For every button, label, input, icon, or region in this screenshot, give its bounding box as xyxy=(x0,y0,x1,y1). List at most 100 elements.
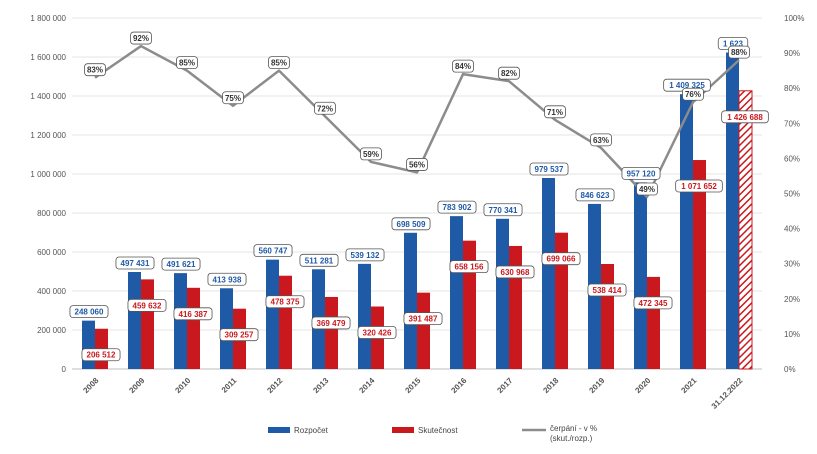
label-budget-text: 491 621 xyxy=(167,260,196,269)
label-ratio: 49% xyxy=(636,182,658,196)
x-tick-label: 2017 xyxy=(495,376,514,395)
label-ratio: 92% xyxy=(130,31,152,45)
label-budget-text: 248 060 xyxy=(75,308,104,317)
bar-budget xyxy=(634,182,647,369)
label-ratio: 85% xyxy=(268,56,290,70)
x-tick-label: 2013 xyxy=(311,376,330,395)
label-ratio-text: 76% xyxy=(685,90,701,99)
label-actual-box xyxy=(81,348,121,362)
y-right-tick-label: 50% xyxy=(784,190,800,199)
label-ratio: 63% xyxy=(590,133,612,147)
label-ratio-box xyxy=(544,105,566,119)
label-actual-box xyxy=(219,328,259,342)
y-left-tick-label: 1 800 000 xyxy=(30,14,66,23)
label-actual-text: 309 257 xyxy=(225,331,254,340)
label-budget-text: 957 120 xyxy=(627,169,656,178)
label-budget: 248 060 xyxy=(69,305,109,319)
label-budget: 539 132 xyxy=(345,248,385,262)
bar-actual xyxy=(509,245,522,369)
label-actual-text: 472 345 xyxy=(639,299,668,308)
right-axis-ticks: 0% 10% 20% 30% 40% 50% 60% 70% 80% 90% 100% xyxy=(784,14,804,374)
label-actual-text: 391 487 xyxy=(409,315,438,324)
label-actual: 472 345 xyxy=(633,296,673,310)
x-tick-label: 2009 xyxy=(127,376,146,395)
y-left-tick-label: 1 200 000 xyxy=(30,131,66,140)
label-actual: 1 071 652 xyxy=(675,179,723,193)
label-budget: 497 431 xyxy=(115,256,155,270)
label-actual-text: 206 512 xyxy=(87,351,116,360)
y-right-tick-label: 20% xyxy=(784,295,800,304)
y-left-tick-label: 1 000 000 xyxy=(30,170,66,179)
y-right-tick-label: 60% xyxy=(784,154,800,163)
label-actual-box xyxy=(449,260,489,274)
bar-actual xyxy=(693,160,706,369)
y-left-tick-label: 800 000 xyxy=(37,209,66,218)
label-actual-text: 538 414 xyxy=(593,286,622,295)
label-actual: 630 968 xyxy=(495,265,535,279)
label-budget-box xyxy=(391,217,431,231)
legend-swatch-budget xyxy=(268,427,290,433)
bar-actual xyxy=(601,264,614,369)
label-actual: 416 387 xyxy=(173,307,213,321)
label-budget-box xyxy=(345,248,385,262)
label-actual-box xyxy=(127,298,167,312)
label-ratio: 59% xyxy=(360,147,382,161)
label-actual-text: 320 426 xyxy=(363,329,392,338)
data-labels: 248 060 206 512 83% 497 431 459 632 92% 491 62… xyxy=(69,31,769,362)
label-ratio-text: 72% xyxy=(317,104,333,113)
label-budget-text: 1 623 xyxy=(723,40,744,49)
label-budget-text: 539 132 xyxy=(351,251,380,260)
legend-label-ratio-sub: (skut./rozp.) xyxy=(550,434,593,443)
label-ratio-text: 88% xyxy=(731,48,747,57)
bar-actual xyxy=(738,90,753,370)
bar-budget xyxy=(726,52,739,369)
label-budget: 957 120 xyxy=(621,166,661,180)
label-actual: 658 156 xyxy=(449,260,489,274)
label-ratio-box xyxy=(130,31,152,45)
label-ratio-text: 85% xyxy=(179,59,195,68)
label-ratio-text: 82% xyxy=(501,69,517,78)
left-axis-ticks: 0 200 000 400 000 600 000 800 000 1 000 000 1 … xyxy=(30,14,66,374)
label-budget-text: 497 431 xyxy=(121,259,150,268)
label-actual: 538 414 xyxy=(587,283,627,297)
x-tick-label: 2010 xyxy=(173,376,192,395)
label-ratio: 71% xyxy=(544,105,566,119)
label-ratio-box xyxy=(360,147,382,161)
legend-swatch-actual xyxy=(392,427,414,433)
x-tick-label: 2021 xyxy=(679,376,698,395)
label-ratio-box xyxy=(222,91,244,105)
label-ratio-text: 71% xyxy=(547,108,563,117)
label-budget-box xyxy=(575,188,615,202)
label-ratio-text: 83% xyxy=(87,66,103,75)
label-ratio-box xyxy=(498,66,520,80)
label-ratio-box xyxy=(636,182,658,196)
label-actual-text: 369 479 xyxy=(317,319,346,328)
x-tick-label: 2012 xyxy=(265,376,284,395)
label-ratio-box xyxy=(84,63,106,77)
label-budget-box xyxy=(299,253,339,267)
label-ratio-box xyxy=(268,56,290,70)
x-tick-label: 2019 xyxy=(587,376,606,395)
label-actual-box xyxy=(633,296,673,310)
bar-actual xyxy=(325,296,338,369)
y-right-tick-label: 0% xyxy=(784,365,796,374)
label-budget-text: 511 281 xyxy=(305,256,334,265)
y-left-tick-label: 600 000 xyxy=(37,248,66,257)
legend-label-actual: Skutečnost xyxy=(418,426,458,435)
bar-budget xyxy=(174,273,187,369)
label-budget-box xyxy=(621,166,661,180)
label-budget-box xyxy=(161,257,201,271)
label-budget-text: 698 509 xyxy=(397,220,426,229)
ratio-line xyxy=(94,44,740,199)
bar-budget xyxy=(404,232,417,369)
legend-label-budget: Rozpočet xyxy=(294,426,329,435)
label-budget-box xyxy=(253,244,293,258)
label-ratio: 56% xyxy=(406,158,428,171)
label-budget-box xyxy=(115,256,155,270)
label-ratio-box xyxy=(452,59,474,73)
y-left-tick-label: 0 xyxy=(62,365,67,374)
label-budget: 770 341 xyxy=(483,203,523,217)
label-ratio-text: 84% xyxy=(455,62,471,71)
x-tick-label: 2008 xyxy=(81,376,100,395)
